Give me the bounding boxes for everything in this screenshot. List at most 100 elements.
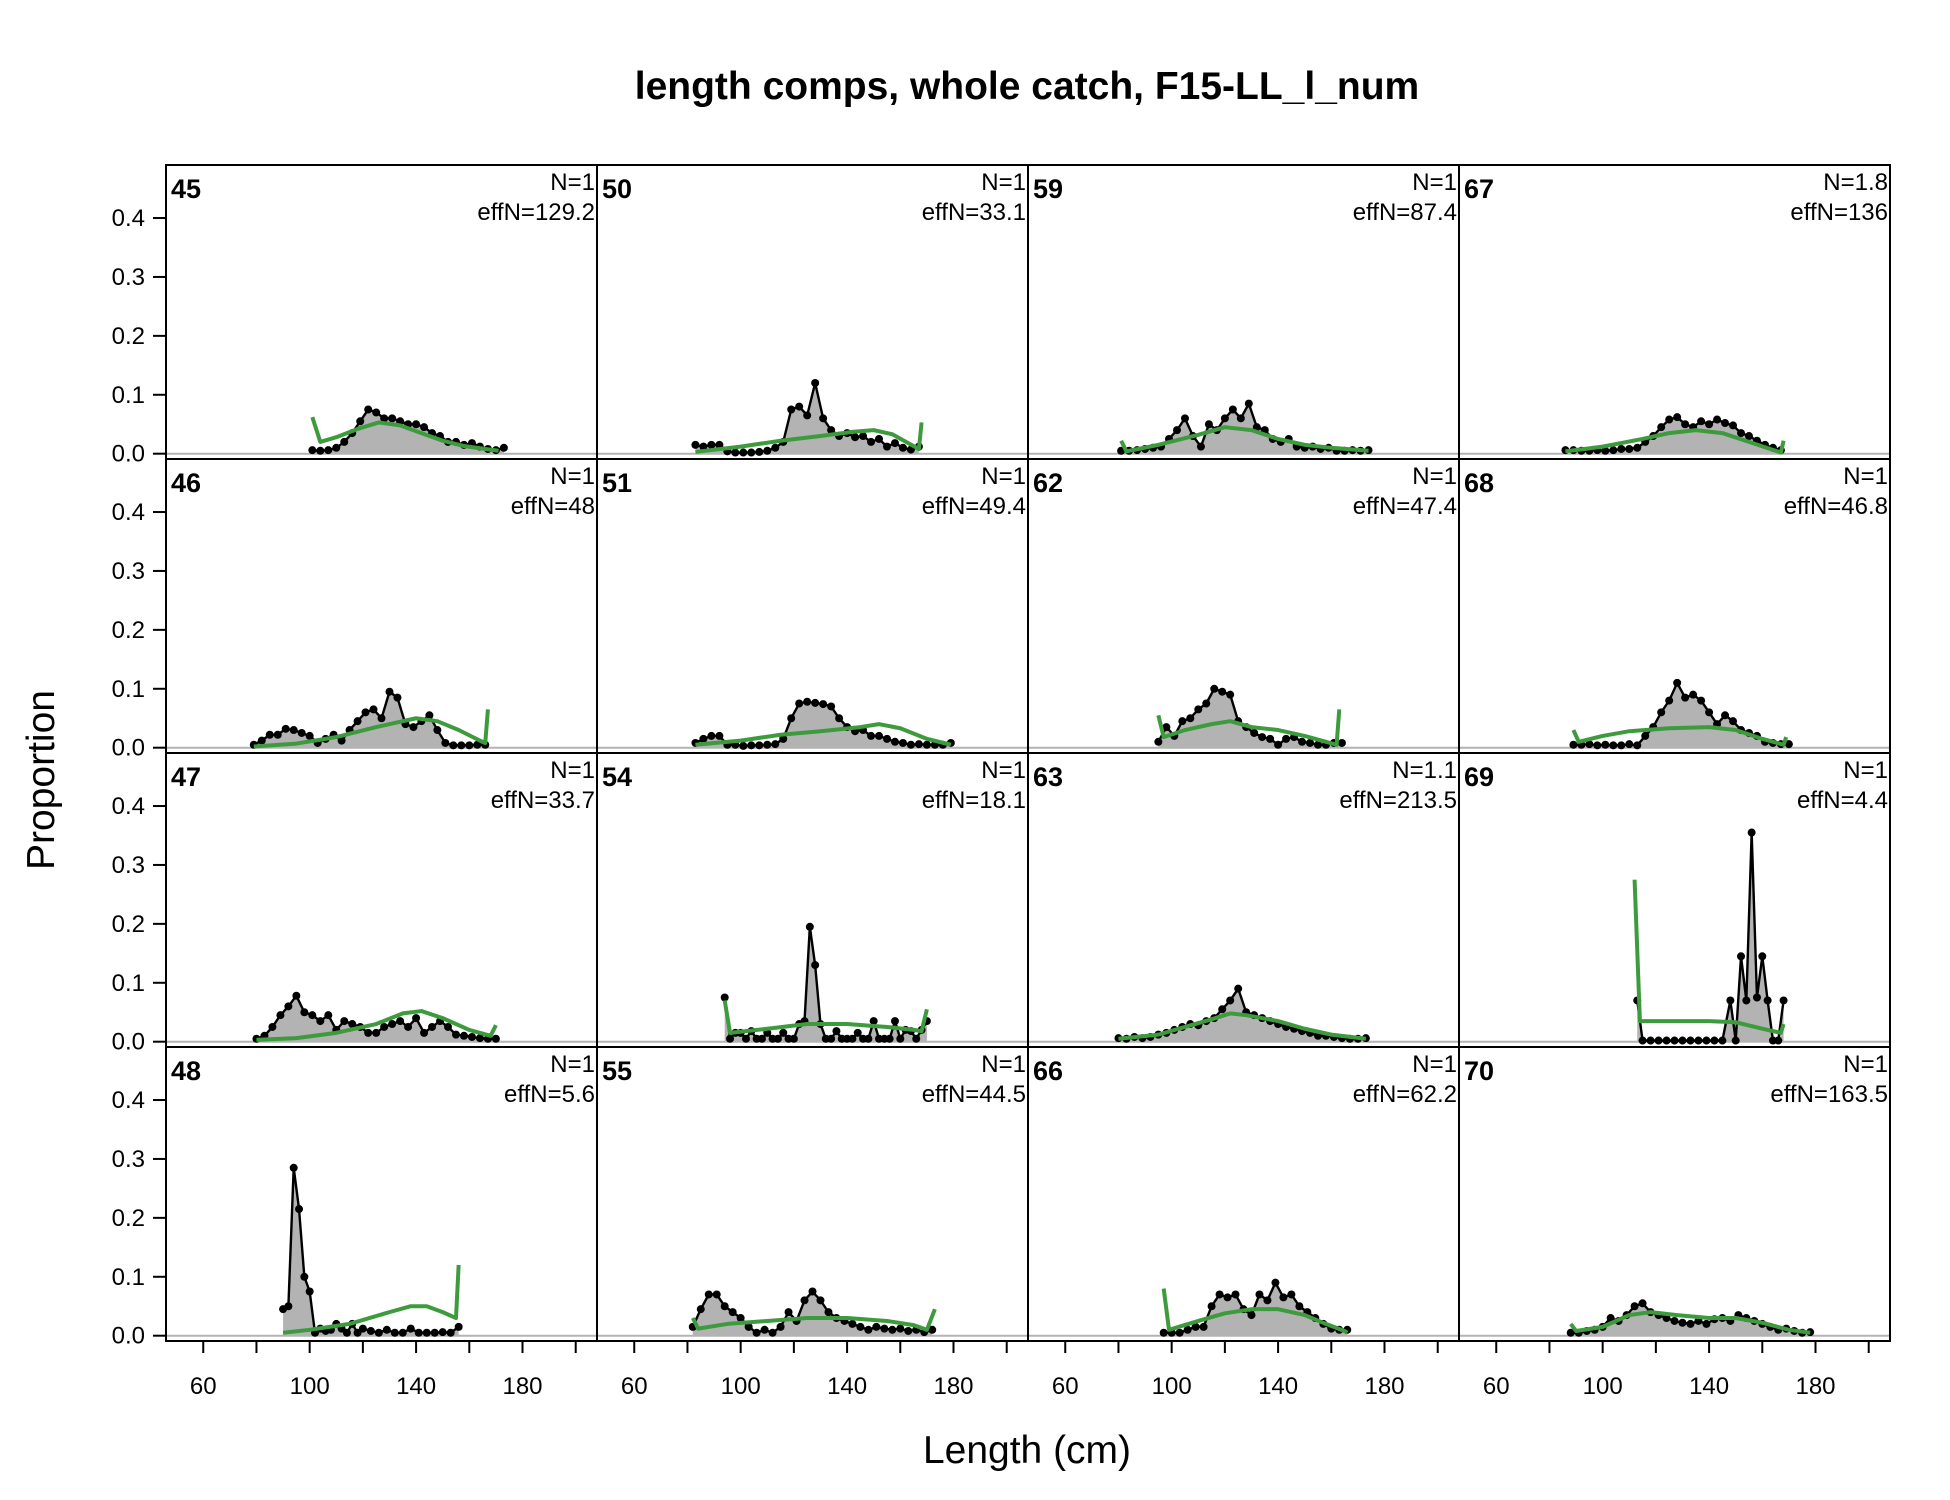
y-tick-label: 0.1 bbox=[112, 1264, 145, 1291]
observed-point bbox=[1234, 984, 1243, 993]
observed-point bbox=[1617, 444, 1626, 453]
observed-point bbox=[808, 1287, 817, 1296]
observed-point bbox=[292, 991, 301, 1000]
observed-point bbox=[736, 1314, 745, 1323]
observed-point bbox=[316, 446, 325, 455]
observed-point bbox=[1223, 1293, 1232, 1302]
panel-68: 68 N=1 effN=46.8 bbox=[1458, 458, 1891, 754]
observed-point bbox=[356, 417, 365, 426]
observed-point bbox=[819, 700, 828, 709]
observed-point bbox=[1172, 426, 1181, 435]
x-tick-label: 180 bbox=[1795, 1373, 1835, 1400]
observed-point bbox=[374, 1328, 383, 1337]
observed-point bbox=[848, 1034, 857, 1043]
y-tick-label: 0.0 bbox=[112, 1323, 145, 1350]
panel-grid: 45 N=1 effN=129.2 0.0 0.1 0.2 0.3 0.4 50 N=1 effN=… bbox=[112, 164, 1891, 1400]
observed-point bbox=[882, 734, 891, 743]
effn-label: effN=213.5 bbox=[1339, 787, 1457, 814]
observed-point bbox=[1673, 413, 1682, 422]
observed-point bbox=[731, 448, 740, 457]
observed-point bbox=[380, 1022, 389, 1031]
observed-point bbox=[1654, 1036, 1663, 1045]
observed-point bbox=[715, 440, 724, 449]
observed-point bbox=[324, 1011, 333, 1020]
observed-point bbox=[896, 1324, 905, 1333]
observed-point bbox=[364, 1028, 373, 1037]
observed-point bbox=[398, 1328, 407, 1337]
effn-label: effN=18.1 bbox=[922, 787, 1026, 814]
x-tick-label: 180 bbox=[933, 1373, 973, 1400]
observed-point bbox=[1609, 446, 1618, 455]
observed-point bbox=[922, 740, 931, 749]
observed-point bbox=[1625, 444, 1634, 453]
effn-label: effN=5.6 bbox=[504, 1081, 595, 1108]
observed-point bbox=[691, 440, 700, 449]
n-label: N=1 bbox=[981, 1051, 1026, 1078]
observed-point bbox=[1218, 687, 1227, 696]
observed-point bbox=[827, 426, 836, 435]
observed-point bbox=[1744, 432, 1753, 441]
observed-point bbox=[332, 443, 341, 452]
observed-point bbox=[1681, 420, 1690, 429]
observed-point bbox=[1681, 693, 1690, 702]
observed-point bbox=[1678, 1318, 1687, 1327]
panel-id-label: 70 bbox=[1464, 1056, 1494, 1086]
observed-point bbox=[366, 1326, 375, 1335]
panel-59: 59 N=1 effN=87.4 bbox=[1027, 164, 1460, 460]
observed-point bbox=[438, 1328, 447, 1337]
observed-point bbox=[816, 1296, 825, 1305]
effn-label: effN=4.4 bbox=[1797, 787, 1888, 814]
y-axis-label: Proportion bbox=[20, 690, 63, 870]
observed-point bbox=[1686, 1319, 1695, 1328]
observed-point bbox=[284, 1302, 293, 1311]
effn-label: effN=46.8 bbox=[1784, 493, 1888, 520]
observed-point bbox=[265, 730, 274, 739]
panel-55: 55 N=1 effN=44.5 60 100 140 180 bbox=[596, 1046, 1029, 1400]
expected-line bbox=[256, 1009, 498, 1042]
observed-point bbox=[1697, 417, 1706, 426]
observed-point bbox=[1218, 1005, 1227, 1014]
observed-point bbox=[757, 1034, 766, 1043]
observed-point bbox=[811, 378, 820, 387]
effn-label: effN=44.5 bbox=[922, 1081, 1026, 1108]
observed-point bbox=[348, 1020, 357, 1029]
observed-point bbox=[295, 1205, 304, 1214]
observed-point bbox=[1236, 414, 1245, 423]
observed-point bbox=[869, 1017, 878, 1026]
expected-line bbox=[282, 1264, 461, 1335]
panel-id-label: 55 bbox=[602, 1056, 632, 1086]
expected-line bbox=[310, 416, 499, 453]
y-tick-label: 0.3 bbox=[112, 558, 145, 585]
observed-point bbox=[779, 734, 788, 743]
observed-point bbox=[1633, 741, 1642, 750]
y-tick-label: 0.3 bbox=[112, 852, 145, 879]
effn-label: effN=33.7 bbox=[491, 787, 595, 814]
observed-point bbox=[396, 1017, 405, 1026]
observed-point bbox=[1713, 415, 1722, 424]
observed-point bbox=[1250, 728, 1259, 737]
observed-point bbox=[853, 1028, 862, 1037]
observed-point bbox=[914, 740, 923, 749]
panel-51: 51 N=1 effN=49.4 bbox=[596, 458, 1029, 754]
n-label: N=1 bbox=[550, 169, 595, 196]
panel-46: 46 N=1 effN=48 0.0 0.1 0.2 0.3 0.4 bbox=[112, 458, 598, 762]
effn-label: effN=62.2 bbox=[1353, 1081, 1457, 1108]
y-tick-label: 0.2 bbox=[112, 1205, 145, 1232]
n-label: N=1.8 bbox=[1823, 169, 1888, 196]
observed-point bbox=[1215, 1290, 1224, 1299]
observed-point bbox=[776, 1322, 785, 1331]
expected-line bbox=[1161, 1288, 1349, 1335]
observed-point bbox=[1287, 1290, 1296, 1299]
y-tick-label: 0.2 bbox=[112, 911, 145, 938]
x-tick-label: 140 bbox=[396, 1373, 436, 1400]
effn-label: effN=49.4 bbox=[922, 493, 1026, 520]
observed-point bbox=[890, 737, 899, 746]
observed-point bbox=[457, 741, 466, 750]
panel-id-label: 50 bbox=[602, 174, 632, 204]
observed-point bbox=[409, 723, 418, 732]
observed-point bbox=[912, 1034, 921, 1043]
observed-area bbox=[695, 701, 951, 748]
observed-point bbox=[316, 1017, 325, 1026]
y-tick-label: 0.3 bbox=[112, 1146, 145, 1173]
observed-point bbox=[446, 1328, 455, 1337]
